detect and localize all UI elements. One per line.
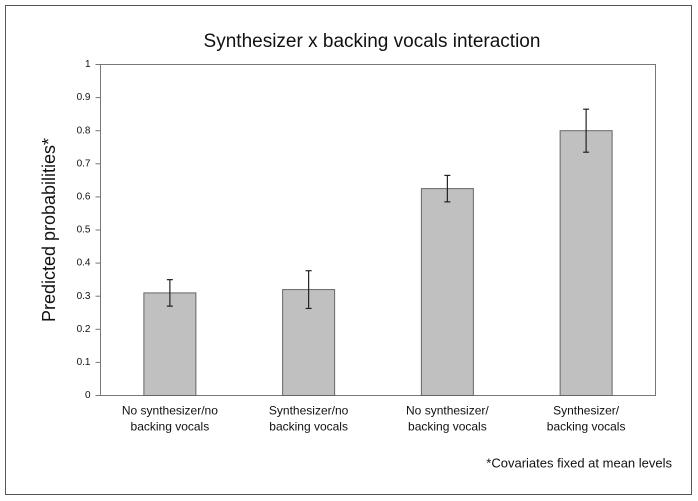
footnote: *Covariates fixed at mean levels (486, 455, 672, 470)
bar (420, 188, 474, 396)
x-tick-label: Synthesizer/no (269, 404, 349, 418)
x-tick-label: backing vocals (131, 420, 210, 434)
y-tick-label: 0 (85, 390, 91, 401)
error-bar (444, 174, 451, 203)
error-bar (166, 279, 173, 307)
x-tick-label: backing vocals (547, 420, 626, 434)
y-tick-label: 1 (85, 59, 91, 70)
y-tick-label: 0.6 (77, 192, 91, 203)
x-tick-label: backing vocals (408, 420, 487, 434)
error-bar (583, 108, 590, 153)
bar (559, 130, 613, 396)
y-tick-label: 0.4 (77, 258, 91, 269)
chart-title: Synthesizer x backing vocals interaction (204, 31, 541, 52)
y-axis-label: Predicted probabilities* (39, 138, 59, 322)
error-bar (305, 270, 312, 310)
y-tick-label: 0.9 (77, 92, 91, 103)
x-tick-label: No synthesizer/no (122, 404, 218, 418)
x-tick-label: backing vocals (269, 420, 348, 434)
bar (143, 292, 197, 397)
y-tick-label: 0.5 (77, 225, 91, 236)
y-tick-label: 0.2 (77, 324, 91, 335)
x-tick-label: Synthesizer/ (553, 404, 620, 418)
y-tick-label: 0.1 (77, 357, 91, 368)
y-tick-label: 0.3 (77, 291, 91, 302)
y-tick-label: 0.8 (77, 125, 91, 136)
y-tick-label: 0.7 (77, 158, 91, 169)
x-tick-label: No synthesizer/ (406, 404, 489, 418)
